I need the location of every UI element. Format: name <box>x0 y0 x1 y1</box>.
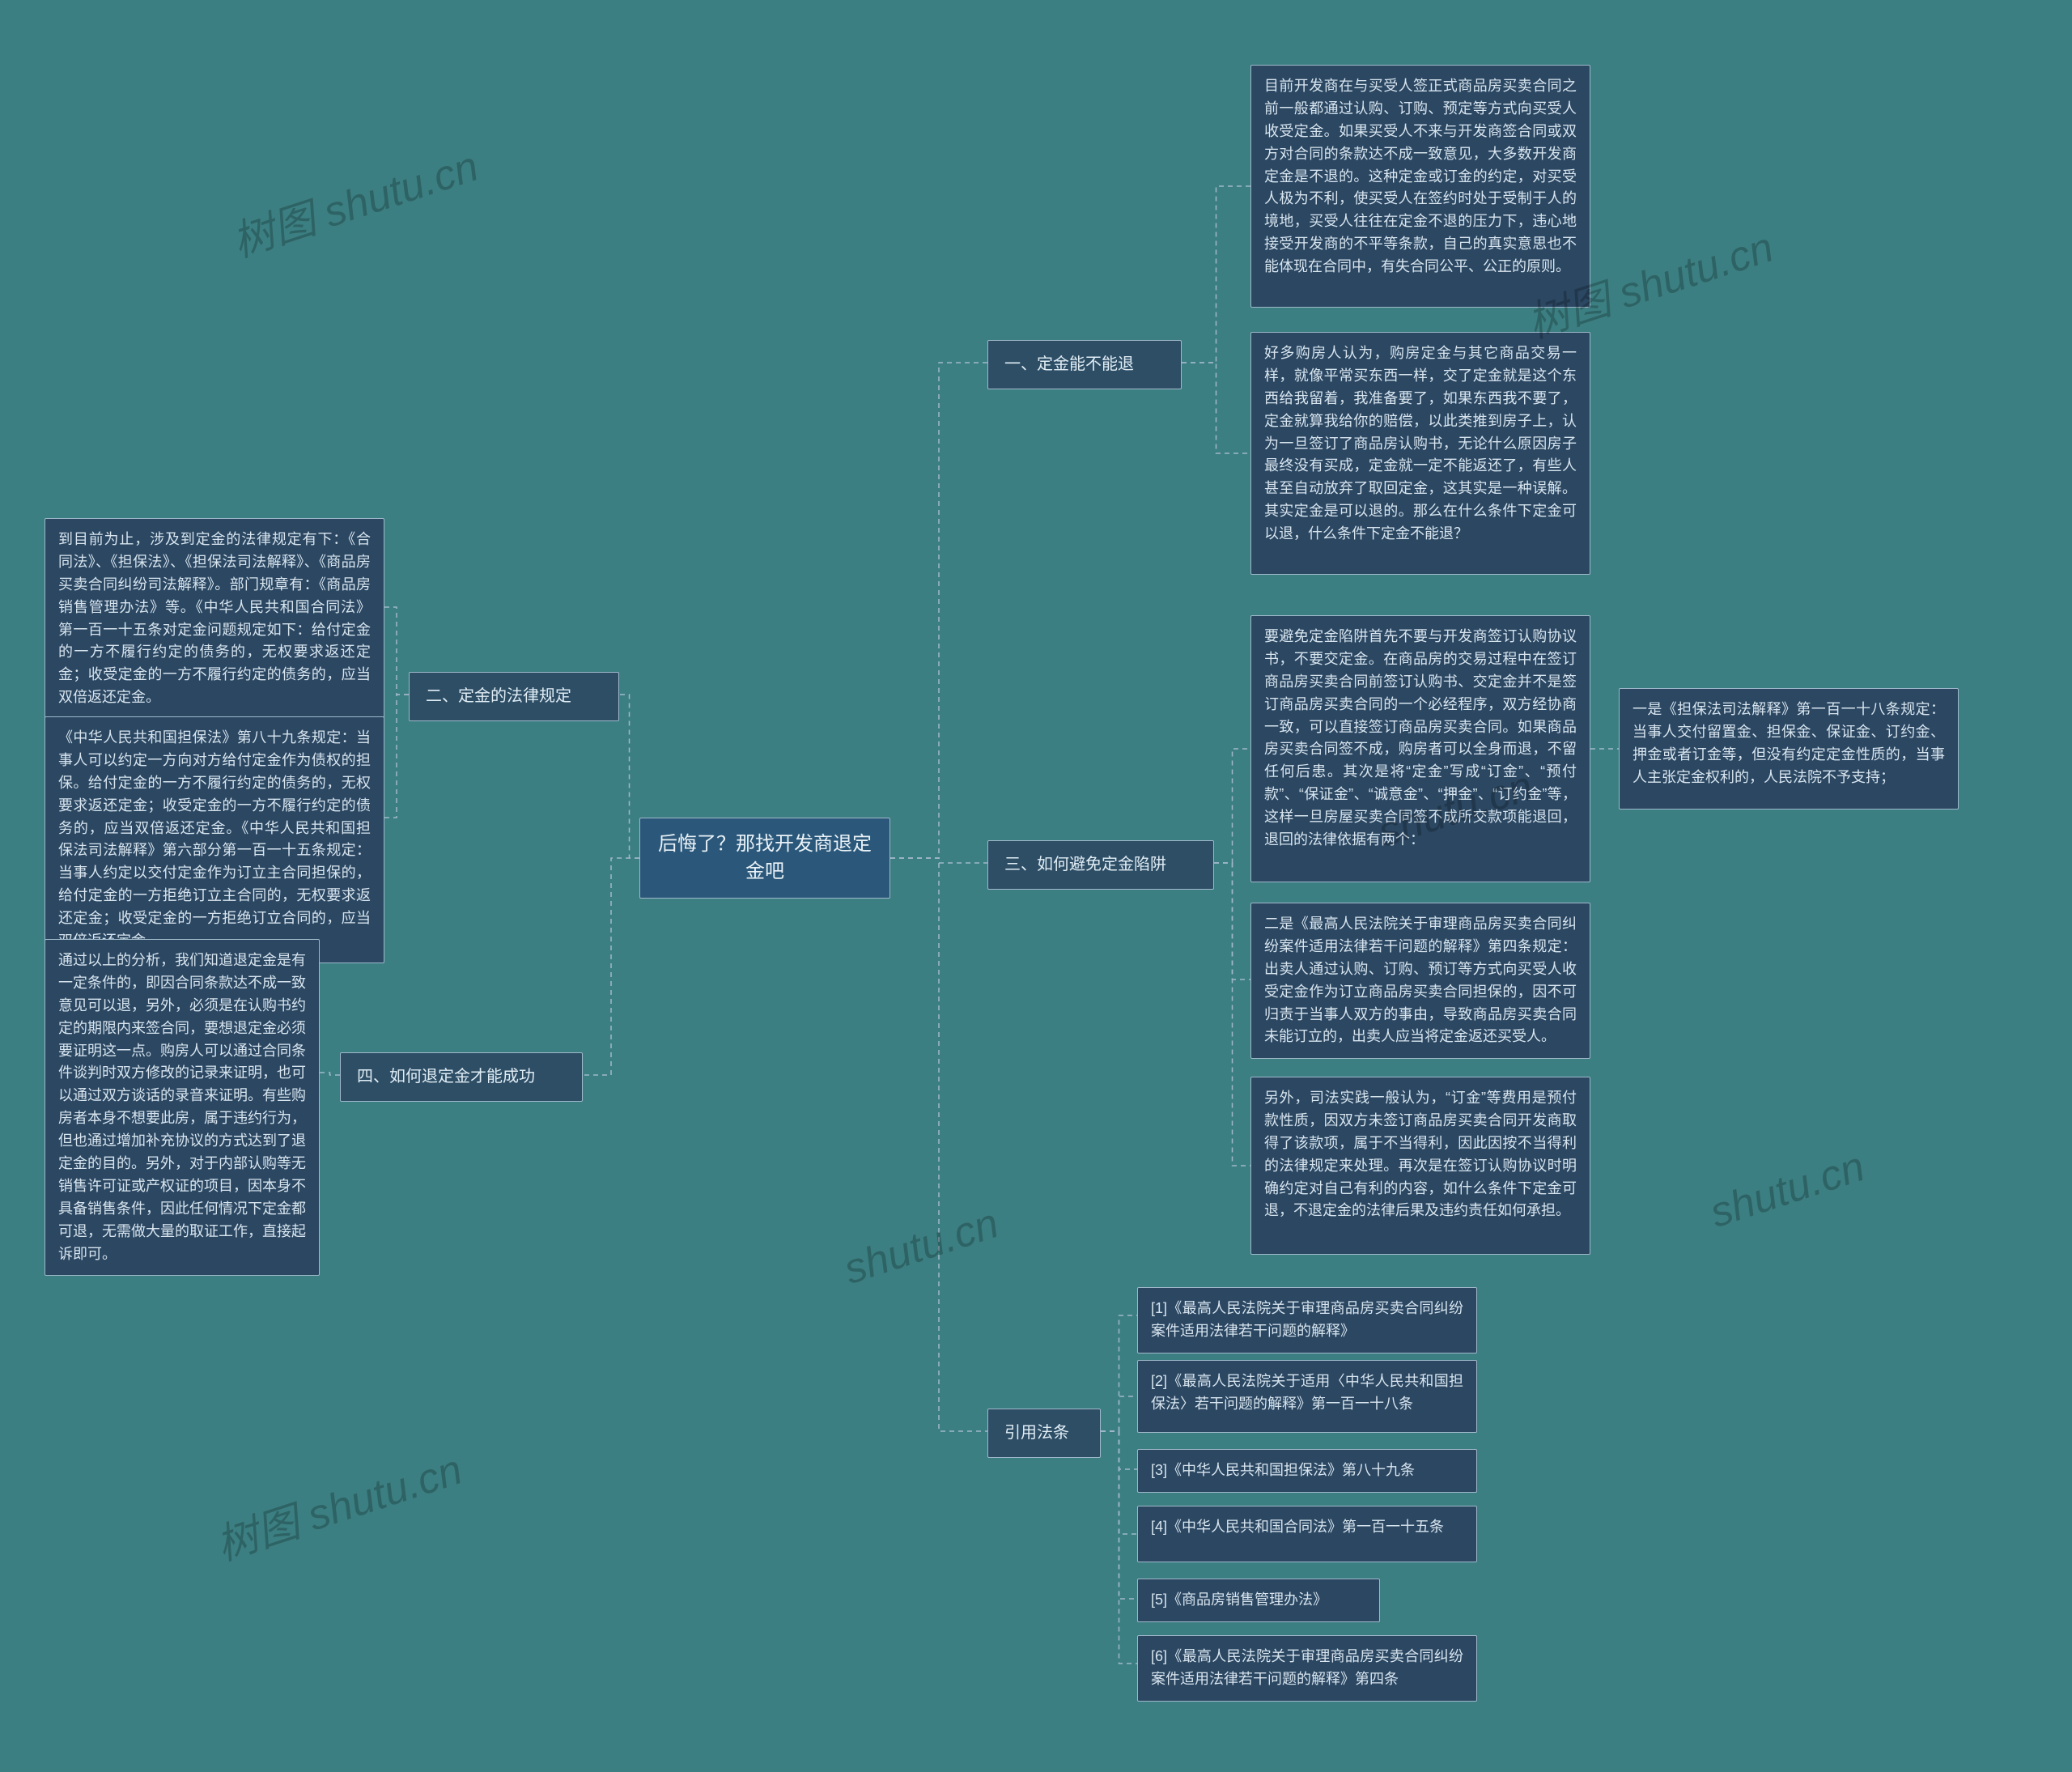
connector-root-b4 <box>583 858 639 1075</box>
branch-b2: 二、定金的法律规定 <box>409 672 619 721</box>
connector-b5-l5a <box>1101 1315 1137 1431</box>
leaf-l3c: 另外，司法实践一般认为，“订金”等费用是预付款性质，因双方未签订商品房买卖合同开… <box>1250 1077 1590 1255</box>
leaf-l1b-label: 好多购房人认为，购房定金与其它商品交易一样，就像平常买东西一样，交了定金就是这个… <box>1264 345 1577 542</box>
leaf-l3b: 二是《最高人民法院关于审理商品房买卖合同纠纷案件适用法律若干问题的解释》第四条规… <box>1250 903 1590 1059</box>
connector-b5-l5d <box>1101 1431 1137 1534</box>
leaf-l5c: [3]《中华人民共和国担保法》第八十九条 <box>1137 1449 1477 1493</box>
leaf-l4a-label: 通过以上的分析，我们知道退定金是有一定条件的，即因合同条款达不成一致意见可以退，… <box>58 952 306 1262</box>
leaf-l5d-label: [4]《中华人民共和国合同法》第一百一十五条 <box>1151 1519 1444 1535</box>
watermark: shutu.cn <box>839 1199 1004 1294</box>
connector-b3-l3a <box>1214 749 1250 863</box>
branch-b5-label: 引用法条 <box>1004 1421 1069 1446</box>
branch-b3-label: 三、如何避免定金陷阱 <box>1004 852 1166 878</box>
branch-b3: 三、如何避免定金陷阱 <box>987 840 1214 890</box>
leaf-l5b: [2]《最高人民法院关于适用〈中华人民共和国担保法〉若干问题的解释》第一百一十八… <box>1137 1360 1477 1433</box>
leaf-l5c-label: [3]《中华人民共和国担保法》第八十九条 <box>1151 1462 1415 1478</box>
connector-b5-l5e <box>1101 1431 1137 1599</box>
leaf-l2a: 到目前为止，涉及到定金的法律规定有下：《合同法》、《担保法》、《担保法司法解释》… <box>45 518 384 720</box>
connector-b5-l5f <box>1101 1431 1137 1664</box>
connector-b4-l4a <box>320 1073 340 1075</box>
connector-root-b3 <box>890 858 987 863</box>
leaf-l4a: 通过以上的分析，我们知道退定金是有一定条件的，即因合同条款达不成一致意见可以退，… <box>45 939 320 1276</box>
watermark: 树图 shutu.cn <box>207 1435 469 1572</box>
connector-b3-l3b <box>1214 863 1250 979</box>
leaf-l2a-label: 到目前为止，涉及到定金的法律规定有下：《合同法》、《担保法》、《担保法司法解释》… <box>58 531 371 705</box>
branch-b1: 一、定金能不能退 <box>987 340 1182 389</box>
leaf-l3a_child: 一是《担保法司法解释》第一百一十八条规定：当事人交付留置金、担保金、保证金、订约… <box>1619 688 1959 810</box>
branch-b4-label: 四、如何退定金才能成功 <box>357 1064 535 1090</box>
connector-b2-l2b <box>384 695 409 818</box>
watermark: shutu.cn <box>1705 1142 1870 1238</box>
branch-b5: 引用法条 <box>987 1409 1101 1458</box>
leaf-l1a: 目前开发商在与买受人签正式商品房买卖合同之前一般都通过认购、订购、预定等方式向买… <box>1250 65 1590 308</box>
connector-b1-l1b <box>1182 363 1250 453</box>
leaf-l5f: [6]《最高人民法院关于审理商品房买卖合同纠纷案件适用法律若干问题的解释》第四条 <box>1137 1635 1477 1702</box>
leaf-l2b: 《中华人民共和国担保法》第八十九条规定：当事人可以约定一方向对方给付定金作为债权… <box>45 716 384 963</box>
connector-b1-l1a <box>1182 186 1250 363</box>
leaf-l2b-label: 《中华人民共和国担保法》第八十九条规定：当事人可以约定一方向对方给付定金作为债权… <box>58 729 371 949</box>
leaf-l5b-label: [2]《最高人民法院关于适用〈中华人民共和国担保法〉若干问题的解释》第一百一十八… <box>1151 1373 1463 1412</box>
leaf-l5a-label: [1]《最高人民法院关于审理商品房买卖合同纠纷案件适用法律若干问题的解释》 <box>1151 1300 1463 1339</box>
leaf-l1a-label: 目前开发商在与买受人签正式商品房买卖合同之前一般都通过认购、订购、预定等方式向买… <box>1264 78 1577 274</box>
branch-b1-label: 一、定金能不能退 <box>1004 352 1134 377</box>
branch-b2-label: 二、定金的法律规定 <box>426 684 571 709</box>
leaf-l3a-label: 要避免定金陷阱首先不要与开发商签订认购协议书，不要交定金。在商品房的交易过程中在… <box>1264 628 1577 848</box>
watermark: 树图 shutu.cn <box>223 132 485 269</box>
connector-root-b5 <box>890 858 987 1431</box>
leaf-l3a: 要避免定金陷阱首先不要与开发商签订认购协议书，不要交定金。在商品房的交易过程中在… <box>1250 615 1590 882</box>
leaf-l5a: [1]《最高人民法院关于审理商品房买卖合同纠纷案件适用法律若干问题的解释》 <box>1137 1287 1477 1353</box>
leaf-l1b: 好多购房人认为，购房定金与其它商品交易一样，就像平常买东西一样，交了定金就是这个… <box>1250 332 1590 575</box>
connector-b5-l5b <box>1101 1396 1137 1431</box>
connector-b2-l2a <box>384 607 409 695</box>
branch-b4: 四、如何退定金才能成功 <box>340 1052 583 1102</box>
connector-root-b2 <box>619 695 639 858</box>
leaf-l5f-label: [6]《最高人民法院关于审理商品房买卖合同纠纷案件适用法律若干问题的解释》第四条 <box>1151 1648 1463 1687</box>
leaf-l3a_child-label: 一是《担保法司法解释》第一百一十八条规定：当事人交付留置金、担保金、保证金、订约… <box>1633 701 1945 785</box>
root-root-label: 后悔了？那找开发商退定金吧 <box>653 831 877 885</box>
connector-b5-l5c <box>1101 1431 1137 1469</box>
leaf-l3b-label: 二是《最高人民法院关于审理商品房买卖合同纠纷案件适用法律若干问题的解释》第四条规… <box>1264 916 1577 1044</box>
connector-b3-l3c <box>1214 863 1250 1166</box>
leaf-l5d: [4]《中华人民共和国合同法》第一百一十五条 <box>1137 1506 1477 1562</box>
leaf-l5e-label: [5]《商品房销售管理办法》 <box>1151 1591 1327 1608</box>
connector-root-b1 <box>890 363 987 858</box>
leaf-l3c-label: 另外，司法实践一般认为，“订金”等费用是预付款性质，因双方未签订商品房买卖合同开… <box>1264 1090 1577 1218</box>
root-root: 后悔了？那找开发商退定金吧 <box>639 818 890 899</box>
leaf-l5e: [5]《商品房销售管理办法》 <box>1137 1579 1380 1622</box>
